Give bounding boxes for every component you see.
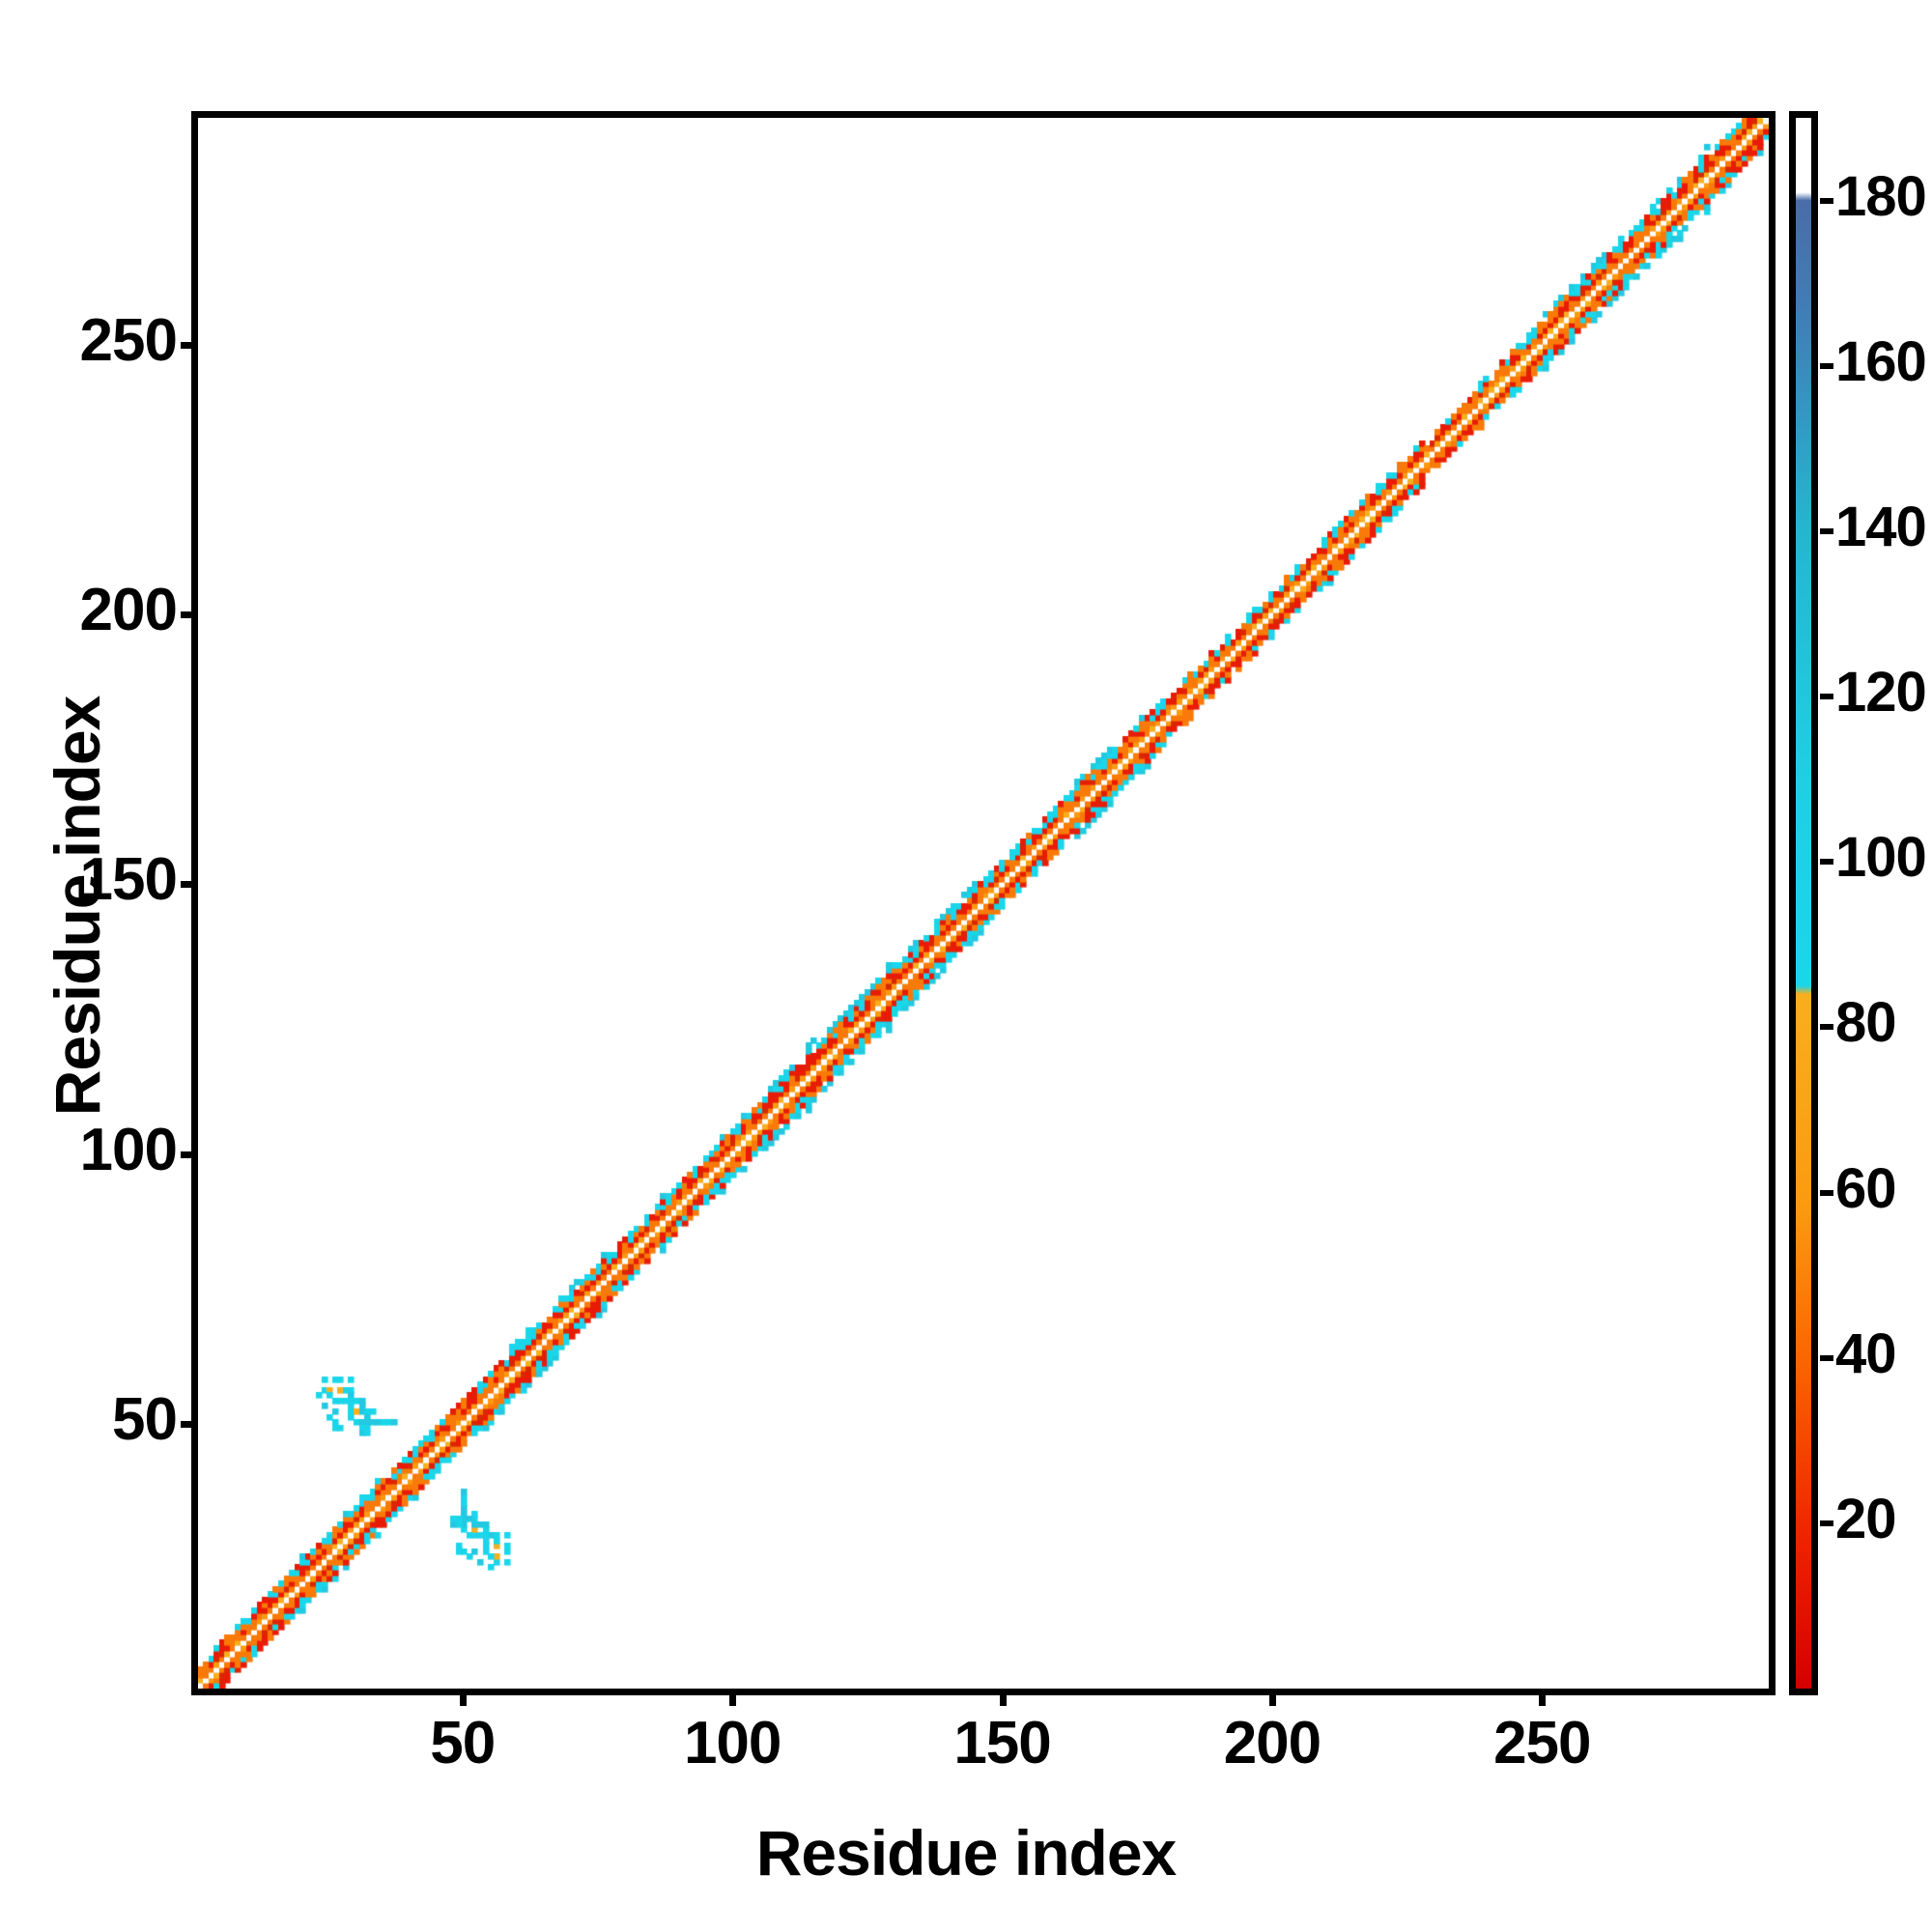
colorbar-gradient <box>1796 118 1811 1689</box>
colorbar-tick <box>1820 1520 1833 1526</box>
x-axis-tick <box>1268 1689 1276 1706</box>
colorbar-ticklabel: 180 <box>1835 164 1927 228</box>
y-axis-tick <box>181 1421 198 1429</box>
colorbar-tick <box>1820 362 1833 369</box>
y-axis-ticklabel: 150 <box>79 846 178 914</box>
colorbar-ticklabel: 60 <box>1835 1156 1897 1220</box>
x-axis-tick <box>729 1689 737 1706</box>
heatmap-plot-area <box>191 111 1776 1695</box>
x-axis-ticklabel: 150 <box>953 1710 1051 1776</box>
colorbar-ticklabel: 80 <box>1835 991 1897 1055</box>
colorbar-tick <box>1820 197 1833 204</box>
y-axis-tick <box>181 1151 198 1158</box>
colorbar <box>1789 111 1818 1695</box>
colorbar-ticklabel: 160 <box>1835 329 1927 393</box>
colorbar-ticklabel: 140 <box>1835 495 1927 558</box>
x-axis-tick <box>1539 1689 1547 1706</box>
x-axis-tick <box>999 1689 1007 1706</box>
x-axis-title: Residue index <box>755 1817 1177 1889</box>
colorbar-ticklabel: 40 <box>1835 1321 1897 1385</box>
y-axis-title: Residue index <box>42 696 113 1117</box>
y-axis-ticklabel: 250 <box>79 306 178 374</box>
x-axis-ticklabel: 100 <box>683 1710 781 1776</box>
x-axis-ticklabel: 50 <box>430 1710 496 1776</box>
colorbar-ticklabel: 20 <box>1835 1487 1897 1550</box>
y-axis-ticklabel: 200 <box>79 577 178 644</box>
y-axis-ticklabel: 50 <box>112 1386 178 1454</box>
heatmap-canvas <box>198 118 1769 1689</box>
colorbar-tick <box>1820 1024 1833 1031</box>
x-axis-ticklabel: 250 <box>1493 1710 1591 1776</box>
colorbar-ticklabel: 100 <box>1835 826 1927 890</box>
colorbar-tick <box>1820 1354 1833 1361</box>
y-axis-tick <box>181 881 198 889</box>
colorbar-tick <box>1820 527 1833 534</box>
y-axis-tick <box>181 341 198 349</box>
x-axis-ticklabel: 200 <box>1223 1710 1321 1776</box>
colorbar-tick <box>1820 859 1833 866</box>
x-axis-tick <box>459 1689 467 1706</box>
y-axis-tick <box>181 611 198 619</box>
colorbar-tick <box>1820 694 1833 700</box>
y-axis-ticklabel: 100 <box>79 1116 178 1183</box>
colorbar-tick <box>1820 1189 1833 1196</box>
colorbar-ticklabel: 120 <box>1835 661 1927 724</box>
